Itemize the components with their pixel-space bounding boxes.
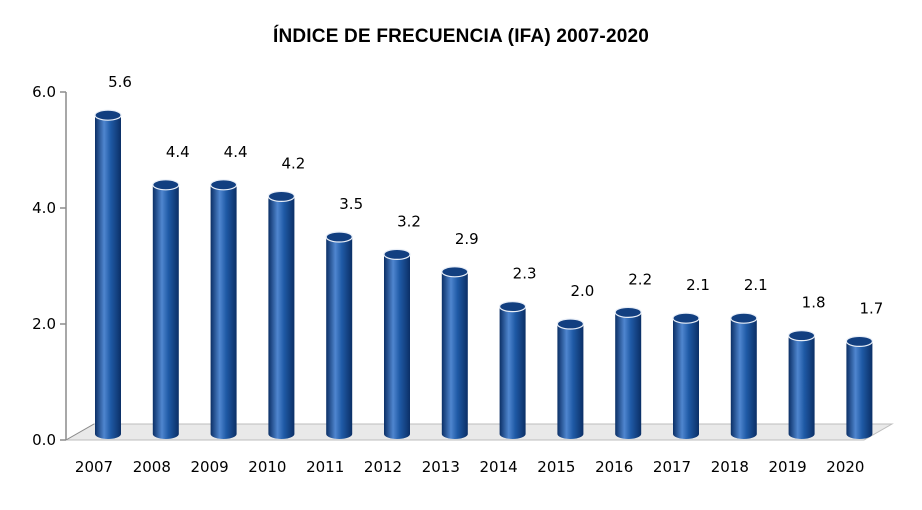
bar-cap bbox=[383, 248, 411, 260]
data-label: 2.1 bbox=[744, 276, 768, 294]
bar-cap bbox=[556, 318, 585, 330]
x-tick-label: 2017 bbox=[653, 458, 691, 476]
bar-body bbox=[788, 335, 815, 439]
x-tick-label: 2015 bbox=[537, 458, 575, 476]
bar bbox=[210, 179, 238, 439]
bar-cap bbox=[498, 301, 527, 313]
bar bbox=[556, 318, 585, 439]
bar-cap bbox=[441, 266, 469, 278]
bar bbox=[383, 248, 411, 439]
bar-cap bbox=[325, 231, 353, 243]
y-axis: 0.0 2.0 4.0 6.0 bbox=[32, 83, 95, 449]
bars bbox=[94, 109, 874, 439]
bar-cap bbox=[730, 312, 758, 324]
bar-body bbox=[95, 115, 121, 439]
bar-body bbox=[210, 184, 237, 439]
bar bbox=[730, 312, 758, 439]
data-label: 2.0 bbox=[570, 282, 594, 300]
bar-body bbox=[730, 318, 757, 439]
y-tick-label: 4.0 bbox=[32, 199, 56, 217]
data-label: 1.7 bbox=[859, 299, 883, 317]
bar-body bbox=[152, 184, 179, 439]
floor-edge bbox=[65, 423, 95, 441]
bar-cap bbox=[845, 335, 874, 347]
bar-body bbox=[499, 306, 526, 439]
x-tick-label: 2010 bbox=[248, 458, 286, 476]
data-label: 3.5 bbox=[339, 195, 363, 213]
x-tick-label: 2018 bbox=[711, 458, 749, 476]
bar bbox=[325, 231, 353, 439]
bar bbox=[845, 335, 874, 439]
bar bbox=[441, 266, 469, 439]
x-tick-label: 2011 bbox=[306, 458, 344, 476]
bar-body bbox=[326, 237, 353, 439]
data-label: 1.8 bbox=[802, 294, 826, 312]
bar-cap bbox=[787, 330, 816, 342]
bar-body bbox=[441, 271, 468, 439]
data-label: 4.4 bbox=[166, 143, 190, 161]
x-tick-label: 2019 bbox=[769, 458, 807, 476]
bar-cap bbox=[152, 179, 180, 191]
x-tick-label: 2016 bbox=[595, 458, 633, 476]
bar-cap bbox=[94, 109, 122, 121]
y-tick-label: 0.0 bbox=[32, 431, 56, 449]
x-tick-label: 2020 bbox=[826, 458, 864, 476]
chart-title: ÍNDICE DE FRECUENCIA (IFA) 2007-2020 bbox=[272, 26, 650, 47]
data-label: 2.9 bbox=[455, 230, 479, 248]
bar-cap bbox=[267, 190, 295, 202]
floor-plane bbox=[64, 423, 894, 441]
bar bbox=[672, 312, 700, 439]
bar bbox=[787, 330, 816, 439]
bar-body bbox=[846, 341, 873, 439]
bar-cap bbox=[672, 312, 700, 324]
bar bbox=[152, 179, 180, 439]
data-label: 4.4 bbox=[224, 143, 248, 161]
x-tick-label: 2013 bbox=[422, 458, 460, 476]
x-tick-label: 2008 bbox=[133, 458, 171, 476]
bar-body bbox=[673, 318, 699, 439]
data-label: 4.2 bbox=[281, 154, 305, 172]
data-label: 2.2 bbox=[628, 270, 652, 288]
x-tick-label: 2007 bbox=[75, 458, 113, 476]
y-tick-label: 6.0 bbox=[32, 83, 56, 101]
data-label: 2.3 bbox=[513, 265, 537, 283]
bar bbox=[498, 301, 527, 439]
data-label: 5.6 bbox=[108, 73, 132, 91]
bar-body bbox=[615, 312, 642, 439]
bar bbox=[614, 306, 642, 439]
data-label: 3.2 bbox=[397, 212, 421, 230]
x-tick-label: 2012 bbox=[364, 458, 402, 476]
bar-cap bbox=[210, 179, 238, 191]
data-label: 2.1 bbox=[686, 276, 710, 294]
bar-body bbox=[557, 324, 584, 439]
bar-cap bbox=[614, 306, 642, 318]
y-tick-label: 2.0 bbox=[32, 315, 56, 333]
bar bbox=[94, 109, 122, 439]
bar-body bbox=[384, 254, 410, 439]
bar-body bbox=[268, 196, 295, 439]
chart-floor bbox=[64, 423, 894, 441]
labels: 5.6 2007 4.4 2008 4.4 2009 4.2 2010 3.5 2011 3.2 20… bbox=[75, 73, 883, 476]
x-tick-label: 2014 bbox=[480, 458, 518, 476]
x-tick-label: 2009 bbox=[191, 458, 229, 476]
bar bbox=[267, 190, 295, 439]
